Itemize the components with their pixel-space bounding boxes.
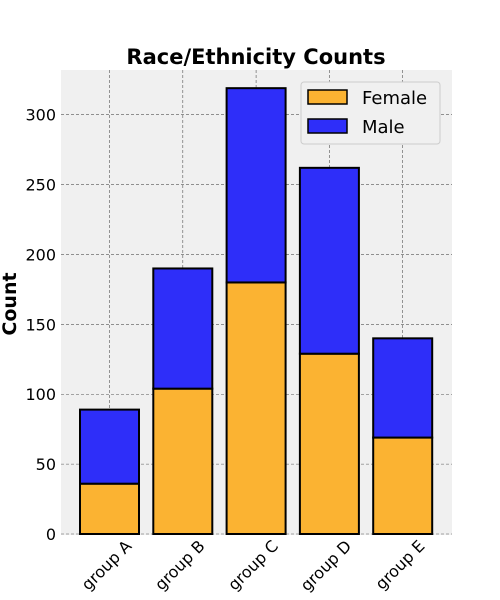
y-tick-label: 250 [25,176,56,195]
x-tick-label: group C [224,536,282,594]
legend-label-female: Female [362,88,427,109]
bar-female-group-e [372,436,434,535]
bars [79,87,434,536]
x-tick-label: group D [297,536,356,595]
y-axis-label: Count [0,272,21,335]
y-tick-label: 50 [36,455,56,474]
legend-label-male: Male [362,117,405,138]
x-tick-label: group E [371,536,428,593]
y-tick-label: 150 [25,315,56,334]
y-tick-label: 0 [46,525,56,544]
bar-male-group-a [79,408,140,485]
y-tick-label: 200 [25,245,56,264]
y-tick-label: 300 [25,106,56,125]
bar-male-group-e [372,337,434,439]
bar-male-group-b [152,267,214,390]
legend: Female Male [300,81,441,145]
legend-swatch-female [307,89,348,105]
y-tick-label: 100 [25,385,56,404]
x-tick-label: group A [78,536,136,594]
chart-title: Race/Ethnicity Counts [126,45,385,69]
x-axis-ticks: group A group B group C group D group E [78,536,429,595]
legend-swatch-male [307,118,348,134]
bar-female-group-a [79,482,140,535]
x-tick-label: group B [151,536,209,594]
y-axis-ticks: 0 50 100 150 200 250 300 [25,106,56,544]
bar-male-group-c [225,87,287,284]
bar-female-group-d [298,352,360,535]
bar-male-group-d [298,166,360,355]
bar-female-group-c [225,281,287,536]
bar-female-group-b [152,387,214,535]
